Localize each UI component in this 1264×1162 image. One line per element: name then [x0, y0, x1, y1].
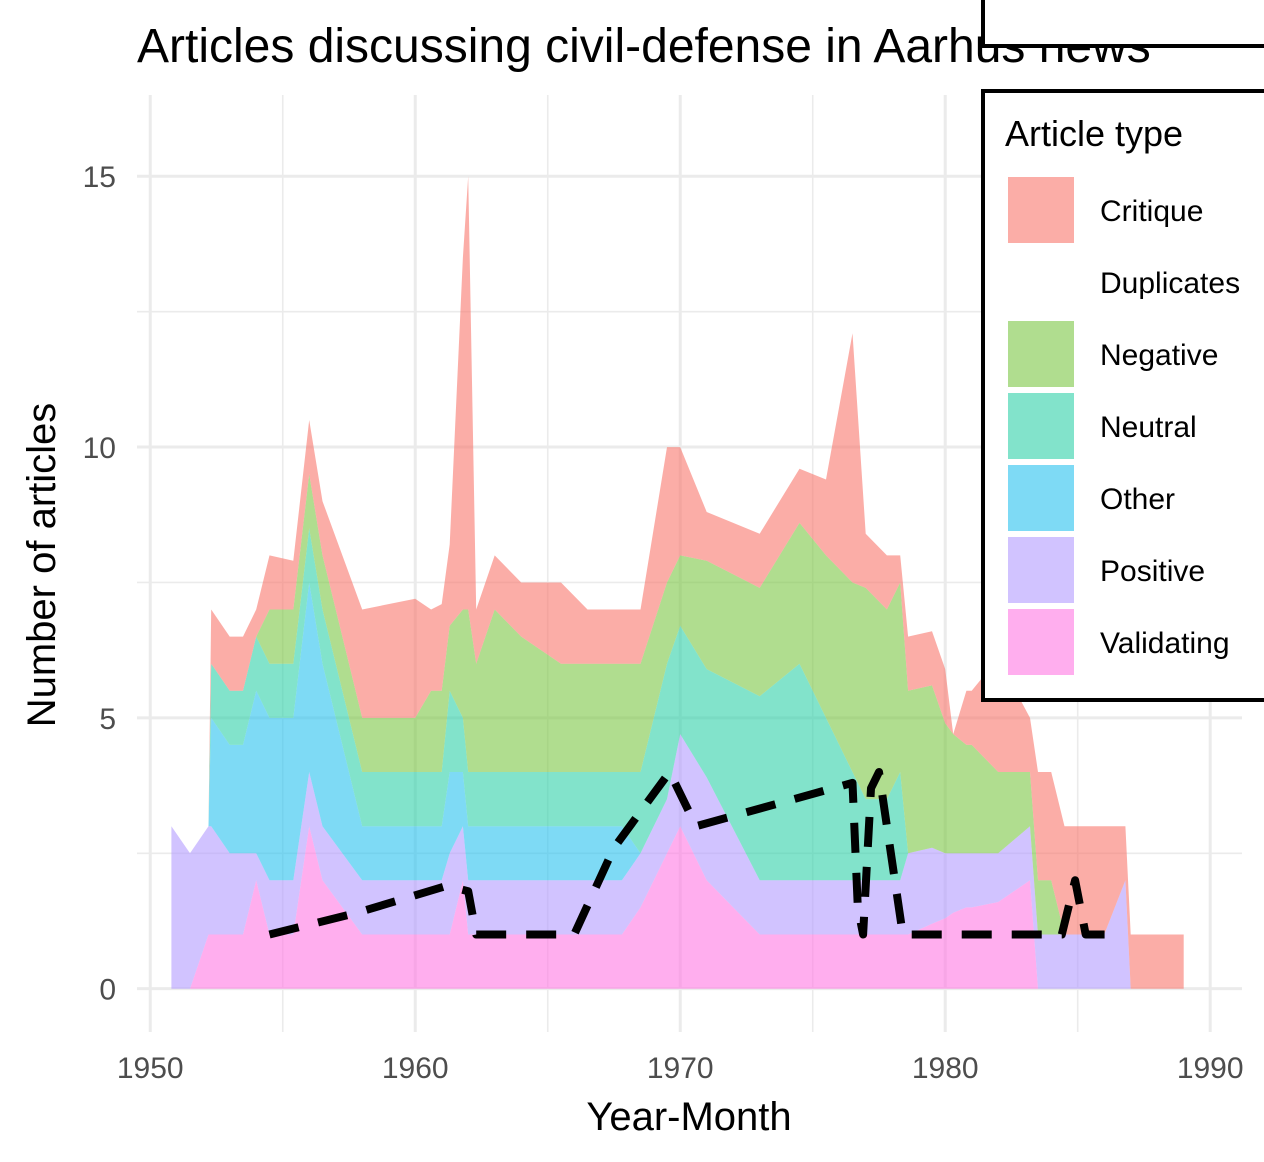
area-series-group: [171, 176, 1184, 989]
area-validating: [171, 826, 1184, 989]
area-critique: [171, 176, 1184, 989]
y-tick-label: 15: [83, 161, 116, 194]
legend-swatch-critique: [1008, 177, 1074, 243]
x-tick-label: 1950: [117, 1052, 184, 1085]
legend-swatch-other: [1008, 465, 1074, 531]
legend-label-negative: Negative: [1100, 339, 1218, 372]
duplicates-dashed-line: [268, 768, 1118, 939]
legend-label-neutral: Neutral: [1100, 411, 1197, 444]
legend-box-upper: [981, 0, 1264, 48]
x-axis-ticks: 1950 1960 1970 1980 1990: [117, 1052, 1244, 1085]
y-tick-label: 0: [99, 974, 116, 1007]
x-axis-title: Year-Month: [586, 1095, 791, 1139]
y-tick-label: 10: [83, 432, 116, 465]
legend-swatch-validating: [1008, 609, 1074, 675]
legend-items: Critique Duplicates Negative Neutral Other Po…: [1008, 177, 1240, 675]
legend: Article type Critique Duplicates Negative N…: [981, 89, 1264, 702]
y-tick-label: 5: [99, 703, 116, 736]
legend-swatch-positive: [1008, 537, 1074, 603]
area-negative: [171, 474, 1184, 989]
x-tick-label: 1980: [912, 1052, 979, 1085]
area-positive: [171, 734, 1184, 989]
legend-swatch-duplicates: [1008, 249, 1074, 315]
legend-label-other: Other: [1100, 483, 1175, 516]
legend-label-positive: Positive: [1100, 555, 1205, 588]
x-tick-label: 1970: [647, 1052, 714, 1085]
x-tick-label: 1960: [382, 1052, 449, 1085]
legend-label-critique: Critique: [1100, 195, 1203, 228]
x-tick-label: 1990: [1177, 1052, 1244, 1085]
legend-label-duplicates: Duplicates: [1100, 267, 1240, 300]
legend-label-validating: Validating: [1100, 627, 1230, 660]
legend-swatch-negative: [1008, 321, 1074, 387]
y-axis-ticks: 0 5 10 15: [83, 161, 116, 1006]
legend-swatch-neutral: [1008, 393, 1074, 459]
legend-title: Article type: [1005, 113, 1183, 154]
y-axis-title: Number of articles: [20, 403, 64, 728]
duplicates-line-group: [268, 768, 1118, 939]
